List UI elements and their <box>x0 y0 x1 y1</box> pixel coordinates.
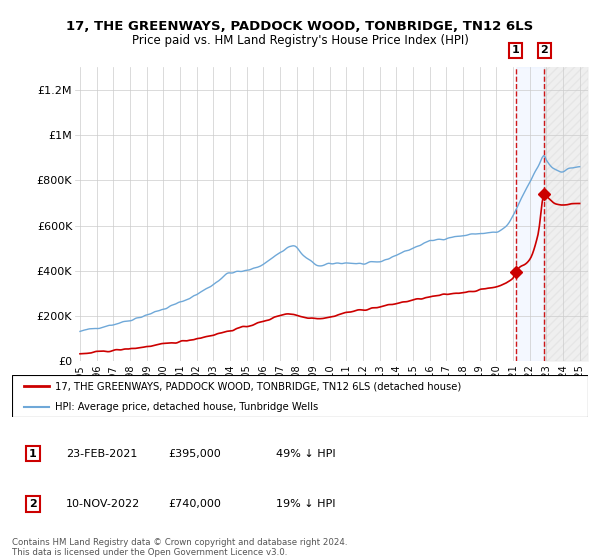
Text: 1: 1 <box>29 449 37 459</box>
Text: HPI: Average price, detached house, Tunbridge Wells: HPI: Average price, detached house, Tunb… <box>55 402 319 412</box>
Text: 10-NOV-2022: 10-NOV-2022 <box>66 499 140 509</box>
Text: £740,000: £740,000 <box>168 499 221 509</box>
Bar <box>544 67 588 361</box>
Bar <box>515 67 544 361</box>
Text: 1: 1 <box>512 45 520 55</box>
Text: £395,000: £395,000 <box>168 449 221 459</box>
Text: 19% ↓ HPI: 19% ↓ HPI <box>276 499 335 509</box>
Text: Price paid vs. HM Land Registry's House Price Index (HPI): Price paid vs. HM Land Registry's House … <box>131 34 469 46</box>
Text: 23-FEB-2021: 23-FEB-2021 <box>66 449 137 459</box>
Text: 2: 2 <box>541 45 548 55</box>
Text: 49% ↓ HPI: 49% ↓ HPI <box>276 449 335 459</box>
Text: 17, THE GREENWAYS, PADDOCK WOOD, TONBRIDGE, TN12 6LS: 17, THE GREENWAYS, PADDOCK WOOD, TONBRID… <box>67 20 533 32</box>
Text: 2: 2 <box>29 499 37 509</box>
Text: Contains HM Land Registry data © Crown copyright and database right 2024.
This d: Contains HM Land Registry data © Crown c… <box>12 538 347 557</box>
Text: 17, THE GREENWAYS, PADDOCK WOOD, TONBRIDGE, TN12 6LS (detached house): 17, THE GREENWAYS, PADDOCK WOOD, TONBRID… <box>55 381 461 391</box>
